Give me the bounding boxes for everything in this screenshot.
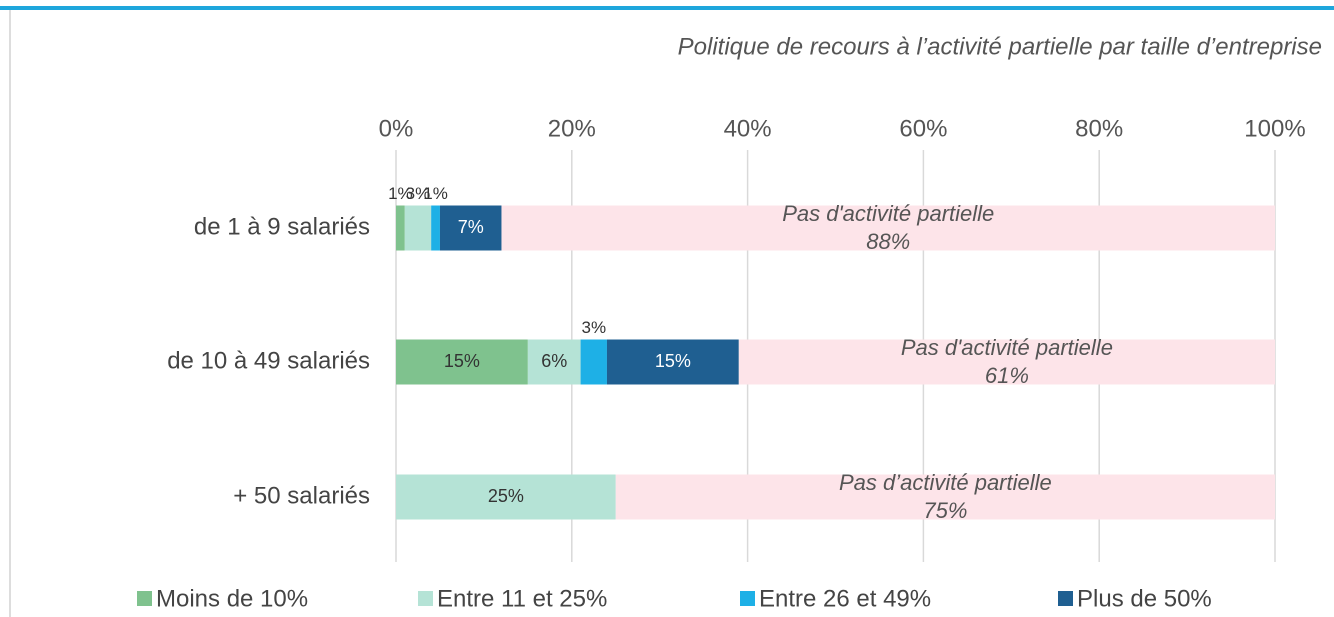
x-tick-label: 100% (1244, 115, 1305, 142)
bar-segment (396, 205, 405, 251)
bar-segment (431, 205, 440, 251)
bar-segment (606, 339, 739, 385)
bar-segment (738, 339, 1275, 385)
x-tick-label: 60% (899, 115, 947, 142)
category-label: + 50 salariés (233, 482, 370, 509)
legend-label: Entre 26 et 49% (759, 585, 931, 612)
bar-segment (580, 339, 607, 385)
x-tick-label: 80% (1075, 115, 1123, 142)
value-label: 88% (866, 229, 910, 254)
value-label: 3% (581, 318, 606, 337)
value-label: 7% (458, 217, 484, 237)
value-label: 6% (541, 351, 567, 371)
x-tick-label: 40% (724, 115, 772, 142)
category-label: de 10 à 49 salariés (167, 347, 370, 374)
category-label: de 1 à 9 salariés (194, 213, 370, 240)
x-tick-label: 20% (548, 115, 596, 142)
legend-swatch (137, 591, 152, 606)
legend-swatch (1058, 591, 1073, 606)
value-label: 75% (923, 498, 967, 523)
legend-label: Entre 11 et 25% (437, 585, 607, 612)
bar-segment (615, 474, 1275, 520)
bar-segment (396, 339, 528, 385)
value-label: 15% (655, 351, 691, 371)
bar-segment (396, 474, 616, 520)
value-label: 1% (423, 184, 448, 203)
segment-label: Pas d'activité partielle (901, 335, 1113, 360)
bar-segment (439, 205, 502, 251)
x-tick-label: 0% (379, 115, 414, 142)
value-label: 1% (388, 184, 413, 203)
value-label: 25% (488, 486, 524, 506)
chart-title: Politique de recours à l’activité partie… (678, 33, 1322, 60)
segment-label: Pas d’activité partielle (839, 470, 1052, 495)
legend-swatch (418, 591, 433, 606)
value-label: 61% (985, 363, 1029, 388)
value-label: 15% (444, 351, 480, 371)
legend-label: Plus de 50% (1077, 585, 1212, 612)
bar-segment (527, 339, 581, 385)
legend-label: Moins de 10% (156, 585, 308, 612)
bar-segment (501, 205, 1276, 251)
legend-swatch (740, 591, 755, 606)
segment-label: Pas d'activité partielle (782, 201, 994, 226)
bar-segment (404, 205, 432, 251)
top-border (0, 6, 1334, 10)
value-label: 3% (406, 184, 431, 203)
